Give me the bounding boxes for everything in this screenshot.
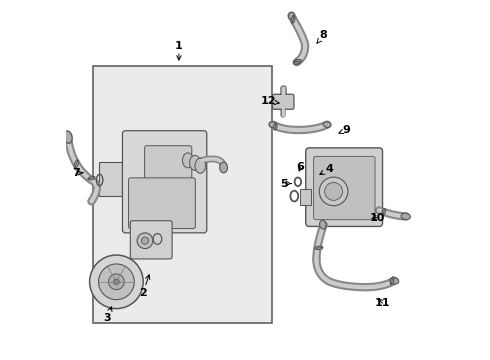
Ellipse shape [195,158,206,173]
Ellipse shape [269,122,277,127]
FancyBboxPatch shape [272,94,294,109]
Ellipse shape [289,12,294,19]
Text: 7: 7 [73,168,83,178]
Ellipse shape [382,209,386,216]
Text: 3: 3 [104,307,112,323]
Ellipse shape [74,160,78,168]
Ellipse shape [64,131,72,143]
Text: 11: 11 [375,298,390,308]
FancyBboxPatch shape [306,148,383,226]
FancyBboxPatch shape [314,157,375,220]
Text: 1: 1 [175,41,183,60]
Text: 6: 6 [296,162,304,172]
Circle shape [325,183,343,201]
Text: 9: 9 [339,125,351,135]
Ellipse shape [401,213,410,220]
Circle shape [137,233,153,249]
Ellipse shape [220,162,227,173]
Bar [98,162,122,196]
FancyBboxPatch shape [128,178,196,229]
Circle shape [109,274,124,290]
Circle shape [319,177,348,206]
Ellipse shape [294,59,300,65]
Ellipse shape [319,220,326,229]
Ellipse shape [292,15,295,23]
FancyBboxPatch shape [130,221,172,259]
Circle shape [142,237,148,244]
Ellipse shape [88,176,95,180]
Text: 5: 5 [280,179,291,189]
FancyBboxPatch shape [145,146,192,186]
FancyBboxPatch shape [122,131,207,233]
Ellipse shape [273,123,277,130]
Text: 10: 10 [369,212,385,222]
Text: 2: 2 [139,275,150,297]
Circle shape [114,279,119,285]
Text: 4: 4 [320,164,333,175]
Text: 8: 8 [317,30,327,43]
Bar [300,189,311,205]
Ellipse shape [315,246,323,249]
Bar [93,66,272,323]
Ellipse shape [391,277,394,284]
Ellipse shape [182,153,193,168]
Text: 12: 12 [261,96,279,107]
Circle shape [90,255,143,309]
Ellipse shape [294,60,302,63]
Ellipse shape [390,278,399,284]
Circle shape [98,264,134,300]
Ellipse shape [323,122,331,127]
Ellipse shape [190,156,200,170]
